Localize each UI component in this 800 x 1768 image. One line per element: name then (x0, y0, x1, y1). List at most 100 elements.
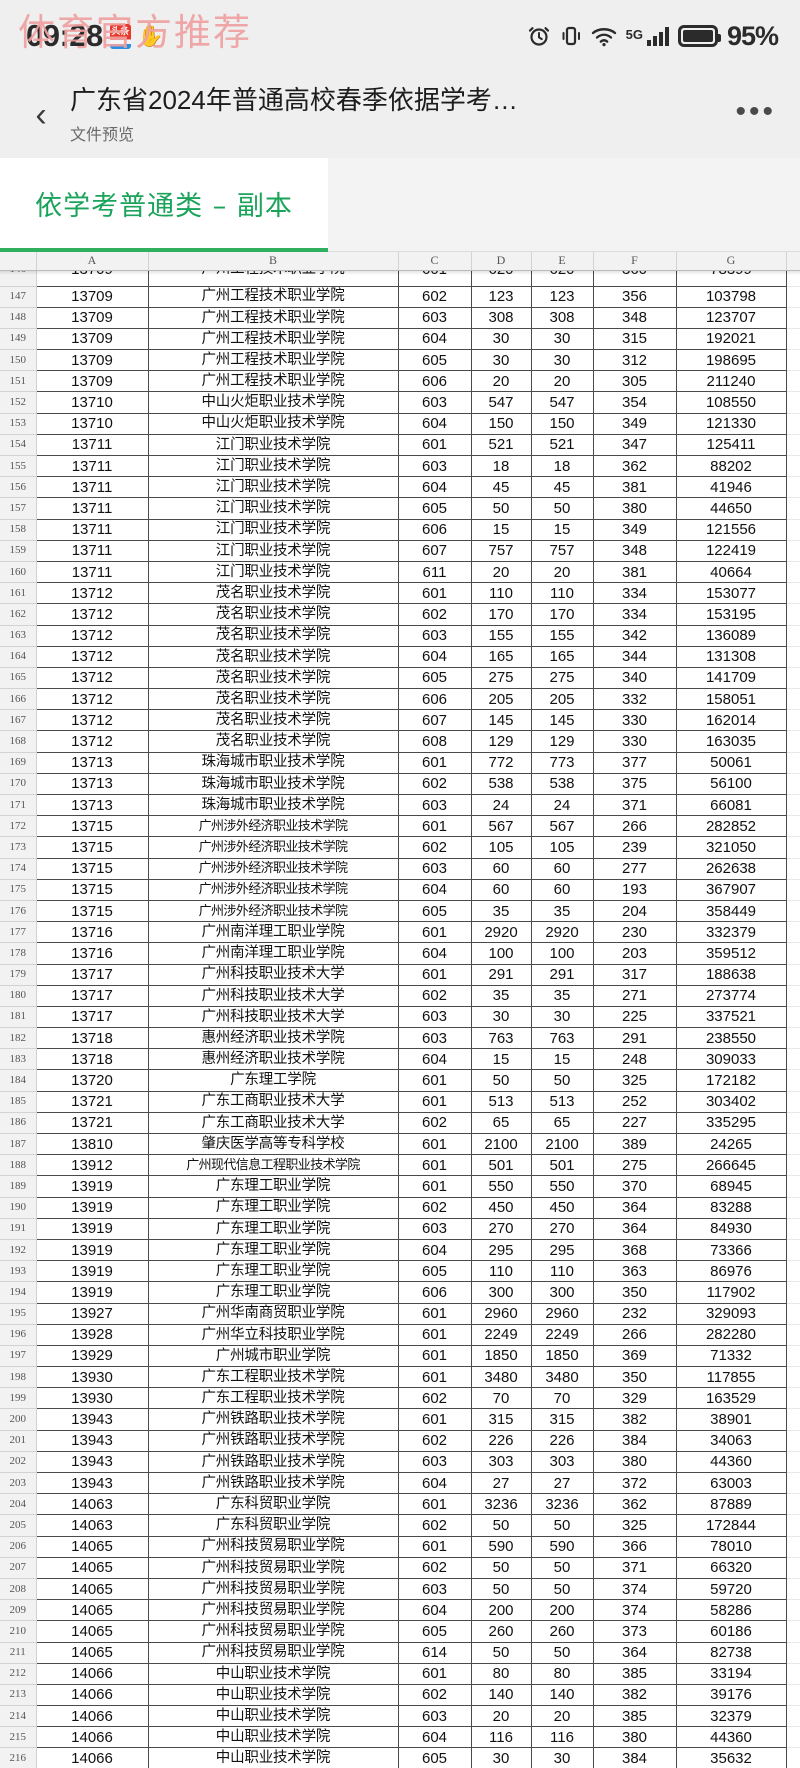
cell-rank[interactable]: 82738 (675, 1641, 787, 1664)
cell-overflow[interactable] (786, 1726, 800, 1749)
row-number[interactable]: 194 (0, 1281, 37, 1304)
cell-overflow[interactable] (786, 370, 800, 393)
cell-enrolled[interactable]: 547 (530, 391, 594, 414)
cell-min-score[interactable]: 305 (592, 370, 677, 393)
cell-enrolled[interactable]: 205 (530, 688, 594, 711)
cell-min-score[interactable]: 225 (592, 1005, 677, 1029)
cell-enrolled[interactable]: 116 (530, 1726, 594, 1749)
row-number[interactable]: 191 (0, 1217, 37, 1240)
cell-school-name[interactable]: 广州城市职业学院 (147, 1344, 399, 1368)
row-number[interactable]: 170 (0, 772, 37, 796)
cell-code[interactable]: 13711 (35, 454, 149, 478)
row-number[interactable]: 163 (0, 624, 37, 647)
cell-min-score[interactable]: 372 (592, 1471, 677, 1495)
cell-code[interactable]: 14065 (35, 1577, 149, 1601)
cell-rank[interactable]: 141709 (675, 666, 787, 690)
cell-group[interactable]: 602 (397, 603, 472, 626)
cell-school-name[interactable]: 中山职业技术学院 (147, 1683, 399, 1707)
cell-school-name[interactable]: 惠州经济职业技术学院 (147, 1027, 399, 1050)
cell-plan[interactable]: 45 (470, 476, 532, 499)
cell-rank[interactable]: 68945 (675, 1175, 787, 1198)
cell-min-score[interactable]: 362 (592, 1493, 677, 1516)
cell-rank[interactable]: 71332 (675, 1344, 787, 1368)
cell-rank[interactable]: 273774 (675, 984, 787, 1007)
cell-overflow[interactable] (786, 815, 800, 838)
cell-code[interactable]: 13912 (35, 1154, 149, 1177)
cell-rank[interactable]: 321050 (675, 836, 787, 859)
row-number[interactable]: 182 (0, 1027, 37, 1050)
cell-school-name[interactable]: 广州科技职业技术大学 (147, 1005, 399, 1029)
row-number[interactable]: 212 (0, 1662, 37, 1685)
cell-school-name[interactable]: 广东理工学院 (147, 1069, 399, 1092)
cell-plan[interactable]: 105 (470, 836, 532, 859)
cell-code[interactable]: 13919 (35, 1238, 149, 1262)
cell-code[interactable]: 13709 (35, 327, 149, 351)
table-row[interactable]: 216 14066 中山职业技术学院 605 30 30 384 35632 (0, 1747, 800, 1768)
table-row[interactable]: 210 14065 广州科技贸易职业学院 605 260 260 373 60186 (0, 1620, 800, 1643)
cell-min-score[interactable]: 342 (592, 624, 677, 647)
cell-group[interactable]: 608 (397, 730, 472, 753)
cell-code[interactable]: 13721 (35, 1111, 149, 1135)
cell-min-score[interactable]: 385 (592, 1705, 677, 1728)
cell-group[interactable]: 601 (397, 751, 472, 774)
cell-min-score[interactable]: 380 (592, 1450, 677, 1474)
cell-rank[interactable]: 88202 (675, 454, 787, 478)
cell-overflow[interactable] (786, 391, 800, 414)
cell-code[interactable]: 13712 (35, 730, 149, 753)
cell-rank[interactable]: 33194 (675, 1662, 787, 1685)
table-row[interactable]: 188 13912 广州现代信息工程职业技术学院 601 501 501 275 266645 (0, 1154, 800, 1177)
table-row[interactable]: 158 13711 江门职业技术学院 606 15 15 349 121556 (0, 518, 800, 541)
row-number[interactable]: 161 (0, 582, 37, 605)
cell-school-name[interactable]: 广州科技贸易职业学院 (147, 1577, 399, 1601)
cell-min-score[interactable]: 381 (592, 560, 677, 584)
cell-plan[interactable]: 2249 (470, 1323, 532, 1346)
cell-enrolled[interactable]: 550 (530, 1175, 594, 1198)
cell-plan[interactable]: 3236 (470, 1493, 532, 1516)
cell-school-name[interactable]: 广州科技贸易职业学院 (147, 1641, 399, 1664)
cell-rank[interactable]: 172844 (675, 1514, 787, 1537)
cell-group[interactable]: 602 (397, 1387, 472, 1410)
cell-plan[interactable]: 3480 (470, 1366, 532, 1389)
cell-overflow[interactable] (786, 1260, 800, 1283)
cell-group[interactable]: 602 (397, 1429, 472, 1452)
cell-plan[interactable]: 60 (470, 857, 532, 880)
cell-overflow[interactable] (786, 709, 800, 732)
cell-plan[interactable]: 1850 (470, 1344, 532, 1368)
cell-rank[interactable]: 59720 (675, 1577, 787, 1601)
cell-school-name[interactable]: 广东理工职业学院 (147, 1217, 399, 1240)
cell-code[interactable]: 13943 (35, 1471, 149, 1495)
cell-group[interactable]: 601 (397, 1366, 472, 1389)
cell-plan[interactable]: 2920 (470, 921, 532, 944)
table-row[interactable]: 160 13711 江门职业技术学院 611 20 20 381 40664 (0, 560, 800, 584)
cell-plan[interactable]: 129 (470, 730, 532, 753)
cell-group[interactable]: 601 (397, 1344, 472, 1368)
cell-plan[interactable]: 145 (470, 709, 532, 732)
row-number[interactable]: 201 (0, 1429, 37, 1452)
cell-min-score[interactable]: 332 (592, 688, 677, 711)
row-number[interactable]: 150 (0, 349, 37, 372)
cell-code[interactable]: 14065 (35, 1535, 149, 1558)
row-number[interactable]: 195 (0, 1302, 37, 1325)
cell-plan[interactable]: 200 (470, 1599, 532, 1622)
cell-rank[interactable]: 35632 (675, 1747, 787, 1768)
cell-group[interactable]: 601 (397, 815, 472, 838)
cell-plan[interactable]: 116 (470, 1726, 532, 1749)
table-row[interactable]: 181 13717 广州科技职业技术大学 603 30 30 225 337521 (0, 1005, 800, 1029)
cell-min-score[interactable]: 266 (592, 1323, 677, 1346)
cell-min-score[interactable]: 368 (592, 1238, 677, 1262)
cell-school-name[interactable]: 江门职业技术学院 (147, 454, 399, 478)
column-header-e[interactable]: E (530, 252, 594, 271)
row-number[interactable]: 162 (0, 603, 37, 626)
cell-min-score[interactable]: 370 (592, 1175, 677, 1198)
cell-enrolled[interactable]: 70 (530, 1387, 594, 1410)
cell-overflow[interactable] (786, 1663, 800, 1685)
table-row[interactable]: 186 13721 广东工商职业技术大学 602 65 65 227 335295 (0, 1111, 800, 1135)
cell-rank[interactable]: 103798 (675, 285, 787, 308)
cell-rank[interactable]: 158051 (675, 688, 787, 711)
row-number[interactable]: 156 (0, 476, 37, 499)
cell-code[interactable]: 13919 (35, 1217, 149, 1240)
cell-plan[interactable]: 110 (470, 582, 532, 605)
cell-plan[interactable]: 550 (470, 1175, 532, 1198)
cell-group[interactable]: 602 (397, 1196, 472, 1219)
cell-overflow[interactable] (786, 879, 800, 901)
